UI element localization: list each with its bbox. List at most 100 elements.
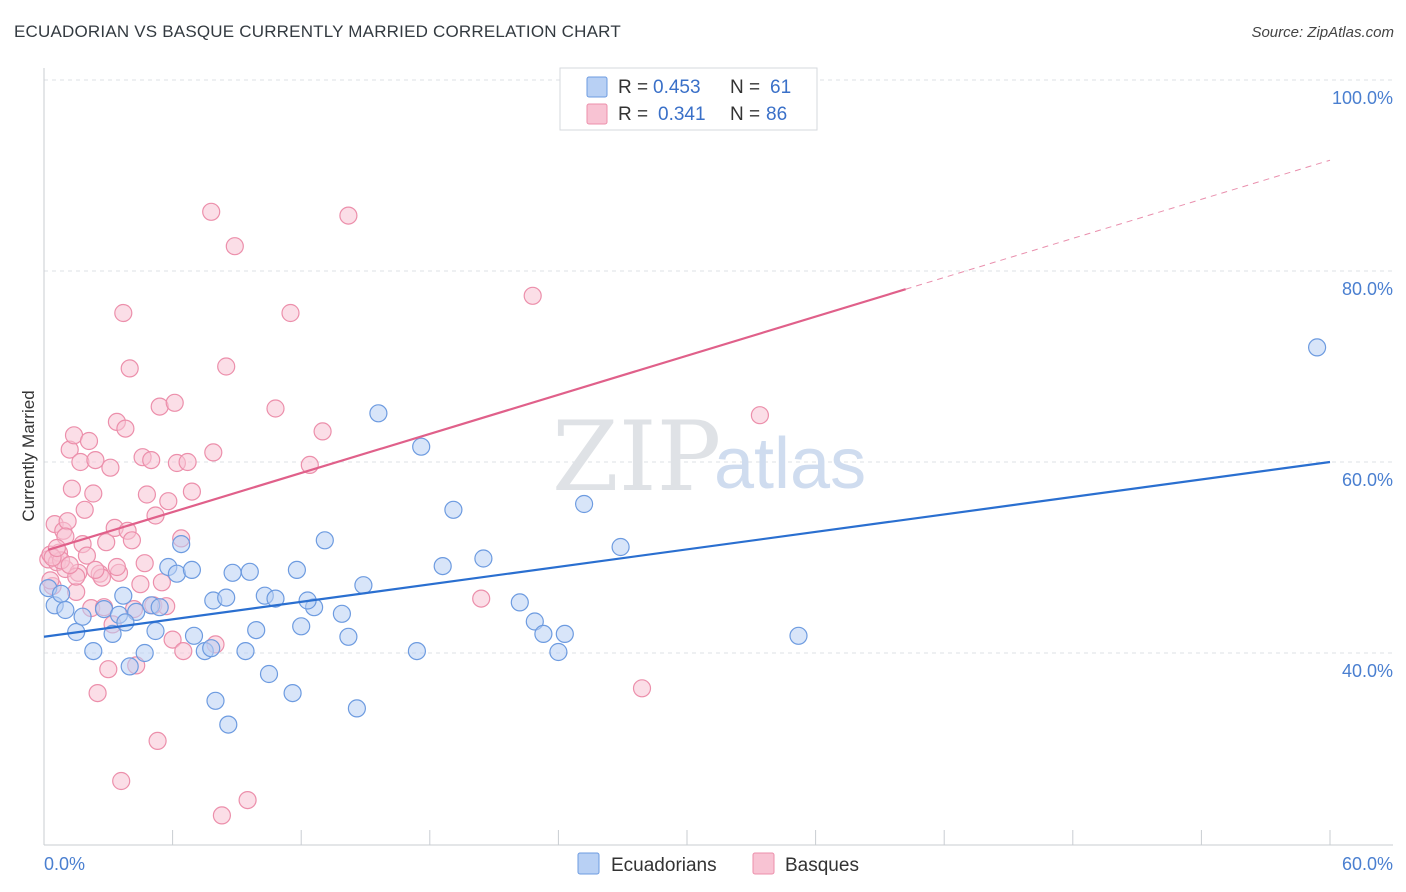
axes: [43, 68, 1393, 846]
ecuadorian-point: [217, 588, 236, 607]
ecuadorian-point: [135, 643, 154, 663]
basque-point: [114, 303, 133, 323]
bottom-swatch-ecuadorians: [577, 852, 600, 875]
basque-point: [67, 582, 86, 602]
ecuadorian-point: [292, 617, 311, 636]
legend-n-value-2: 86: [766, 104, 787, 125]
basque-point: [266, 399, 285, 418]
ecuadorian-point: [103, 624, 122, 644]
ecuadorian-point: [247, 620, 266, 640]
basque-point: [86, 451, 105, 470]
ecuadorian-point: [347, 699, 366, 718]
basque-point: [150, 397, 169, 416]
legend-swatch-ecuadorian: [586, 76, 608, 98]
basque-point: [313, 422, 332, 441]
basque-point: [217, 357, 236, 376]
basque-point: [523, 286, 542, 305]
watermark: ZIP atlas: [552, 401, 866, 513]
ecuadorian-point: [444, 500, 463, 519]
basque-point: [99, 660, 118, 679]
y-tick-label-100: 100.0%: [1332, 88, 1393, 108]
trend-lines: [43, 159, 1331, 638]
basque-point: [165, 393, 184, 412]
legend-swatch-basque: [586, 103, 608, 125]
basque-point: [60, 555, 79, 575]
basque-point: [107, 557, 127, 577]
ecuadorian-point: [73, 607, 92, 626]
basque-point: [137, 485, 156, 504]
legend-n-label-2: N =: [730, 104, 760, 125]
ecuadorian-point: [223, 563, 242, 582]
basque-point: [112, 771, 131, 791]
ecuadorian-point: [1307, 338, 1327, 357]
basque-point: [120, 359, 139, 378]
basque-point: [159, 492, 178, 511]
ecuadorian-point: [51, 584, 71, 603]
legend-r-label-2: R =: [618, 104, 648, 125]
ecuadorian-point: [332, 604, 351, 623]
bottom-swatch-basques: [752, 852, 775, 875]
ecuadorian-point: [236, 641, 255, 661]
ecuadorian-point: [266, 589, 285, 608]
basque-point: [101, 458, 120, 477]
watermark-atlas: atlas: [714, 424, 866, 504]
ecuadorian-point: [120, 657, 139, 676]
legend-r-value-1: 0.453: [653, 77, 701, 98]
basque-point: [148, 731, 167, 751]
ecuadorian-point: [611, 537, 630, 557]
ecuadorian-point: [240, 562, 259, 581]
basque-point: [62, 479, 82, 498]
ecuadorian-point: [150, 598, 169, 617]
legend-n-value-1: 61: [770, 77, 791, 98]
ecuadorian-point: [219, 715, 238, 734]
ecuadorian-point: [184, 626, 204, 645]
source-credit: Source: ZipAtlas.com: [1251, 24, 1394, 41]
ecuadorian-point: [56, 600, 75, 620]
basque-point: [632, 679, 652, 698]
ecuadorian-point: [369, 404, 388, 423]
basque-point: [77, 546, 97, 565]
basque-point: [750, 406, 770, 425]
y-tick-label-40: 40.0%: [1342, 661, 1393, 681]
basque-point: [97, 533, 116, 552]
ecuadorian-point: [202, 639, 221, 658]
basque-trend-line: [47, 288, 906, 551]
ecuadorian-point: [287, 560, 306, 580]
basque-point: [86, 560, 105, 580]
basque-point: [75, 500, 94, 519]
basque-point: [202, 202, 221, 221]
ecuadorian-point: [407, 641, 426, 661]
ecuadorian-point: [167, 564, 186, 583]
ecuadorian-point: [534, 624, 553, 644]
ecuadorian-point: [433, 556, 452, 576]
legend-r-value-2: 0.341: [658, 104, 706, 125]
ecuadorian-point: [172, 534, 191, 554]
y-tick-label-80: 80.0%: [1342, 279, 1393, 299]
basque-point: [163, 630, 182, 649]
basque-point: [182, 482, 201, 501]
y-tick-labels: 100.0% 80.0% 60.0% 40.0%: [1332, 88, 1393, 681]
x-tick-label-left: 0.0%: [44, 854, 85, 874]
series-legend: Ecuadorians Basques: [577, 852, 859, 876]
ecuadorian-point: [555, 624, 574, 644]
basque-point: [71, 452, 90, 472]
basque-point: [84, 484, 103, 503]
basque-point: [281, 303, 300, 323]
basque-point: [178, 452, 197, 472]
basque-point: [58, 512, 77, 531]
legend-r-label-1: R =: [618, 77, 648, 98]
x-tick-label-right: 60.0%: [1342, 854, 1393, 874]
ecuadorian-point: [283, 683, 302, 703]
basque-point: [152, 573, 171, 592]
ecuadorian-point: [574, 494, 594, 514]
basque-point: [116, 419, 135, 438]
y-tick-label-60: 60.0%: [1342, 470, 1393, 490]
ecuadorian-point: [146, 621, 165, 641]
y-axis-title: Currently Married: [19, 390, 38, 521]
ecuadorian-point: [474, 549, 493, 568]
basque-point: [174, 641, 193, 661]
basque-point: [339, 206, 358, 225]
basque-point: [142, 451, 161, 470]
data-points: [39, 86, 1327, 825]
